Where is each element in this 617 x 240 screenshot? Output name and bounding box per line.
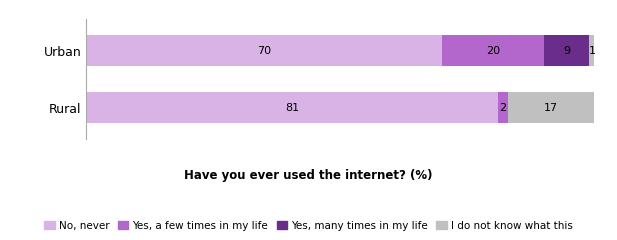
Text: 1: 1 — [589, 46, 595, 56]
Text: Have you ever used the internet? (%): Have you ever used the internet? (%) — [184, 169, 433, 182]
Bar — [544, 35, 589, 66]
Text: 81: 81 — [285, 103, 299, 113]
Bar — [442, 35, 544, 66]
Text: 17: 17 — [544, 103, 558, 113]
Text: 9: 9 — [563, 46, 570, 56]
Text: 70: 70 — [257, 46, 271, 56]
Bar — [498, 92, 508, 124]
Bar — [508, 92, 595, 124]
Bar — [86, 92, 498, 124]
Bar — [589, 35, 595, 66]
Bar — [86, 35, 442, 66]
Text: 2: 2 — [500, 103, 507, 113]
Text: 20: 20 — [486, 46, 500, 56]
Legend: No, never, Yes, a few times in my life, Yes, many times in my life, I do not kno: No, never, Yes, a few times in my life, … — [40, 216, 577, 235]
